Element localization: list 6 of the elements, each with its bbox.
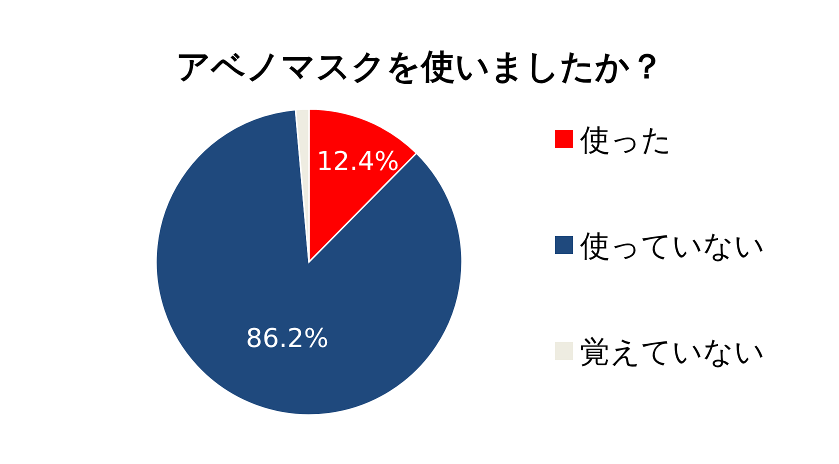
legend-label: 使っていない (580, 229, 765, 264)
data-label: 86.2% (246, 324, 329, 354)
legend-label: 覚えていない (580, 335, 765, 370)
legend-label: 使った (580, 123, 672, 158)
chart-title: アベノマスクを使いましたか？ (176, 47, 664, 87)
data-label: 12.4% (316, 147, 400, 178)
